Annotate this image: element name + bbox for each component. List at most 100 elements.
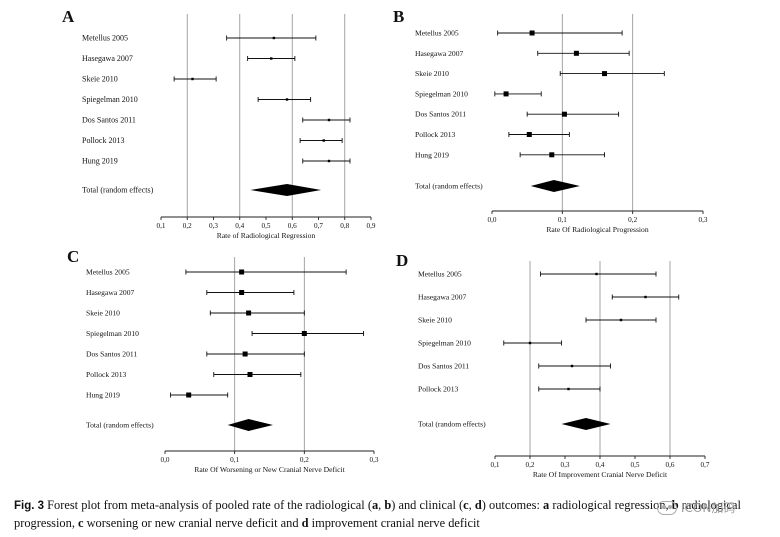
point-estimate — [322, 139, 325, 142]
study-label: Hasegawa 2007 — [415, 49, 463, 58]
caption-ref: b — [384, 498, 392, 512]
study-label: Skeie 2010 — [415, 69, 449, 78]
study-label: Pollock 2013 — [82, 136, 124, 145]
caption-ref: d — [474, 498, 482, 512]
point-estimate — [272, 36, 276, 40]
study-label: Skeie 2010 — [82, 75, 118, 84]
x-tick-label: 0,3 — [370, 456, 379, 464]
pooled-label: Total (random effects) — [86, 421, 154, 430]
x-tick-label: 0,6 — [288, 222, 297, 230]
point-estimate — [242, 351, 248, 357]
x-tick-label: 0,1 — [157, 222, 166, 230]
point-estimate — [186, 392, 192, 398]
study-label: Hasegawa 2007 — [86, 288, 134, 297]
study-label: Pollock 2013 — [415, 130, 455, 139]
caption-fig-label: Fig. 3 — [14, 500, 45, 512]
x-tick-label: 0,7 — [701, 461, 710, 469]
x-tick-label: 0,0 — [488, 216, 497, 224]
point-estimate — [327, 118, 331, 122]
study-label: Dos Santos 2011 — [86, 350, 137, 359]
panel-letter: B — [393, 7, 404, 26]
point-estimate — [247, 372, 253, 377]
study-label: Spiegelman 2010 — [86, 329, 139, 338]
caption-text: Forest plot from meta-analysis of pooled… — [44, 498, 372, 512]
caption-ref: a — [543, 498, 550, 512]
point-estimate — [270, 57, 273, 60]
x-tick-label: 0,3 — [561, 461, 570, 469]
point-estimate — [503, 91, 509, 97]
wechat-icon — [657, 500, 677, 515]
point-estimate — [561, 111, 567, 117]
x-tick-label: 0,5 — [631, 461, 640, 469]
caption-text: , — [378, 498, 385, 512]
point-estimate — [644, 295, 647, 299]
panel-letter: A — [62, 7, 75, 26]
x-axis-label: Rate Of Worsening or New Cranial Nerve D… — [194, 465, 345, 474]
x-tick-label: 0,0 — [161, 456, 170, 464]
study-label: Dos Santos 2011 — [418, 362, 469, 371]
point-estimate — [573, 50, 579, 56]
x-tick-label: 0,7 — [314, 222, 323, 230]
x-tick-label: 0,2 — [300, 456, 309, 464]
x-tick-label: 0,4 — [235, 222, 244, 230]
point-estimate — [567, 387, 570, 391]
caption-text: worsening or new cranial nerve deficit a… — [83, 516, 302, 530]
study-label: Spiegelman 2010 — [418, 339, 471, 348]
caption-ref: a — [371, 498, 379, 512]
caption-text: ) outcomes: — [481, 498, 544, 512]
panel-letter: C — [67, 247, 79, 266]
caption-text: radiological regression, — [549, 498, 672, 512]
study-label: Pollock 2013 — [86, 370, 126, 379]
pooled-label: Total (random effects) — [415, 182, 483, 191]
study-label: Metellus 2005 — [86, 268, 130, 277]
x-tick-label: 0,1 — [558, 216, 567, 224]
study-label: Hasegawa 2007 — [418, 293, 466, 302]
study-label: Skeie 2010 — [86, 309, 120, 318]
study-label: Metellus 2005 — [415, 29, 459, 38]
study-label: Metellus 2005 — [418, 270, 462, 279]
x-tick-label: 0,1 — [491, 461, 500, 469]
x-tick-label: 0,5 — [262, 222, 271, 230]
x-tick-label: 0,8 — [340, 222, 349, 230]
point-estimate — [239, 269, 245, 275]
pooled-label: Total (random effects) — [82, 186, 154, 195]
study-label: Hasegawa 2007 — [82, 54, 133, 63]
caption-ref: d — [301, 516, 309, 530]
point-estimate — [549, 152, 555, 158]
pooled-diamond — [227, 419, 273, 431]
point-estimate — [285, 98, 289, 101]
point-estimate — [595, 272, 598, 276]
caption-ref: c — [463, 498, 469, 512]
figure-caption: Fig. 3 Forest plot from meta-analysis of… — [14, 497, 766, 532]
study-label: Hung 2019 — [86, 391, 120, 400]
study-label: Spiegelman 2010 — [415, 89, 468, 98]
point-estimate — [570, 364, 574, 368]
pooled-diamond — [561, 418, 611, 430]
pooled-label: Total (random effects) — [418, 420, 486, 429]
x-tick-label: 0,4 — [596, 461, 605, 469]
caption-text: radiological progression, — [14, 498, 741, 530]
caption-text: , — [468, 498, 475, 512]
study-label: Spiegelman 2010 — [82, 95, 138, 104]
point-estimate — [246, 310, 252, 316]
study-label: Hung 2019 — [82, 157, 118, 166]
point-estimate — [191, 77, 194, 81]
x-tick-label: 0,1 — [230, 456, 239, 464]
point-estimate — [239, 290, 245, 295]
study-label: Skeie 2010 — [418, 316, 452, 325]
caption-text: improvement cranial nerve deficit — [308, 516, 480, 530]
caption-text: ) and clinical ( — [391, 498, 464, 512]
caption-ref: c — [78, 516, 84, 530]
point-estimate — [602, 71, 608, 77]
point-estimate — [529, 30, 535, 36]
watermark: ICON加码 — [657, 499, 735, 516]
study-label: Metellus 2005 — [82, 34, 128, 43]
point-estimate — [301, 331, 307, 336]
x-tick-label: 0,2 — [183, 222, 192, 230]
x-tick-label: 0,2 — [526, 461, 535, 469]
point-estimate — [526, 132, 532, 137]
study-label: Dos Santos 2011 — [82, 116, 136, 125]
x-tick-label: 0,6 — [666, 461, 675, 469]
point-estimate — [528, 341, 532, 345]
